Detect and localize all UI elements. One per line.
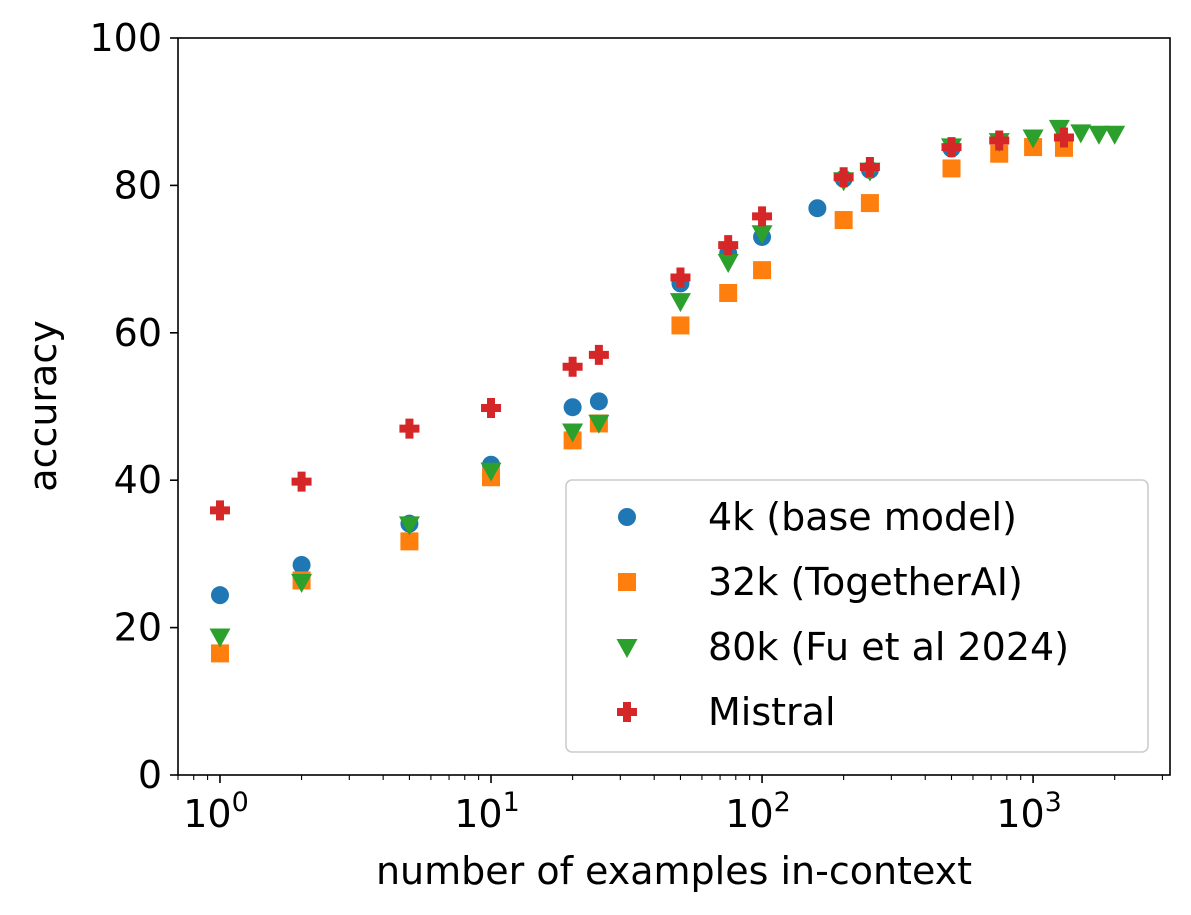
data-point [209,500,230,521]
y-tick-label: 0 [138,753,162,797]
data-point [989,130,1010,151]
data-point [717,254,739,274]
data-point [751,225,773,245]
data-point [400,532,419,551]
legend-item: 80k (Fu et al 2024) [616,625,1069,669]
data-point [210,586,229,605]
data-point [618,508,636,526]
data-point [589,392,608,411]
legend-item: Mistral [617,690,836,734]
data-point [618,573,636,591]
data-point [1022,129,1044,149]
data-point [562,423,584,443]
legend-label: 4k (base model) [708,495,1017,539]
legend-label: 32k (TogetherAI) [708,560,1023,604]
data-point [562,356,583,377]
data-point [1054,138,1073,157]
legend-label: Mistral [708,690,836,734]
data-point [588,344,609,365]
x-tick-label: 103 [996,787,1062,836]
data-point [859,156,880,177]
x-tick-base: 10 [183,792,231,836]
data-point [833,167,854,188]
data-point [671,316,690,335]
data-point [1048,119,1070,139]
data-point [210,644,229,663]
x-tick-exponent: 2 [774,787,791,818]
legend-box [565,479,1149,753]
data-point [1053,127,1074,148]
x-tick-exponent: 1 [503,787,520,818]
x-tick-label: 101 [454,787,520,836]
data-point [808,199,827,218]
legend: 4k (base model) 32k (TogetherAI) 80k (Fu e… [565,479,1149,753]
data-point [292,555,311,574]
data-point [860,194,879,213]
data-point [1088,125,1110,145]
legend-label: 80k (Fu et al 2024) [708,625,1069,669]
data-point [616,639,638,658]
data-point [719,284,738,303]
y-tick-label: 80 [114,163,162,207]
data-point [752,206,773,227]
data-point [480,462,502,482]
x-tick-base: 10 [996,792,1044,836]
data-point [1070,124,1092,144]
data-point [753,261,772,280]
data-point [669,293,691,313]
series-plus [209,127,1074,521]
legend-item: 4k (base model) [618,495,1017,539]
data-point [941,137,962,158]
data-point [399,418,420,439]
x-tick-label: 102 [725,787,791,836]
data-point [563,398,582,417]
plot-frame [177,37,1171,776]
data-point [942,159,961,178]
y-tick-label: 20 [114,606,162,650]
data-point [291,573,313,593]
y-axis-label: accuracy [21,320,65,491]
data-point [398,516,420,536]
data-point [617,702,637,722]
data-point [291,471,312,492]
y-tick-label: 40 [114,458,162,502]
data-point [588,414,610,434]
data-point [718,235,739,256]
data-point [834,211,853,230]
y-tick-label: 100 [89,16,162,60]
data-point [481,397,502,418]
y-tick-label: 60 [114,311,162,355]
x-tick-exponent: 0 [232,787,249,818]
x-tick-base: 10 [725,792,773,836]
legend-item: 32k (TogetherAI) [618,560,1023,604]
data-point [990,144,1009,163]
x-axis-label: number of examples in-context [376,849,972,893]
x-tick-exponent: 3 [1045,787,1062,818]
x-tick-label: 100 [183,787,249,836]
data-point [1104,125,1126,145]
x-tick-base: 10 [454,792,502,836]
data-point [209,628,231,648]
data-point [670,267,691,288]
data-points [209,119,1126,663]
